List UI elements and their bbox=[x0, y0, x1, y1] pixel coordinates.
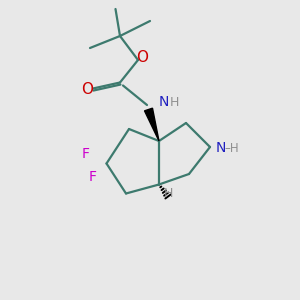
Text: O: O bbox=[136, 50, 148, 65]
Text: N: N bbox=[158, 95, 169, 109]
Text: N: N bbox=[215, 142, 226, 155]
Text: F: F bbox=[82, 148, 89, 161]
Polygon shape bbox=[145, 108, 159, 141]
Text: –H: –H bbox=[225, 142, 239, 155]
Text: F: F bbox=[89, 170, 97, 184]
Text: O: O bbox=[82, 82, 94, 98]
Text: H: H bbox=[163, 187, 173, 200]
Text: H: H bbox=[170, 95, 180, 109]
